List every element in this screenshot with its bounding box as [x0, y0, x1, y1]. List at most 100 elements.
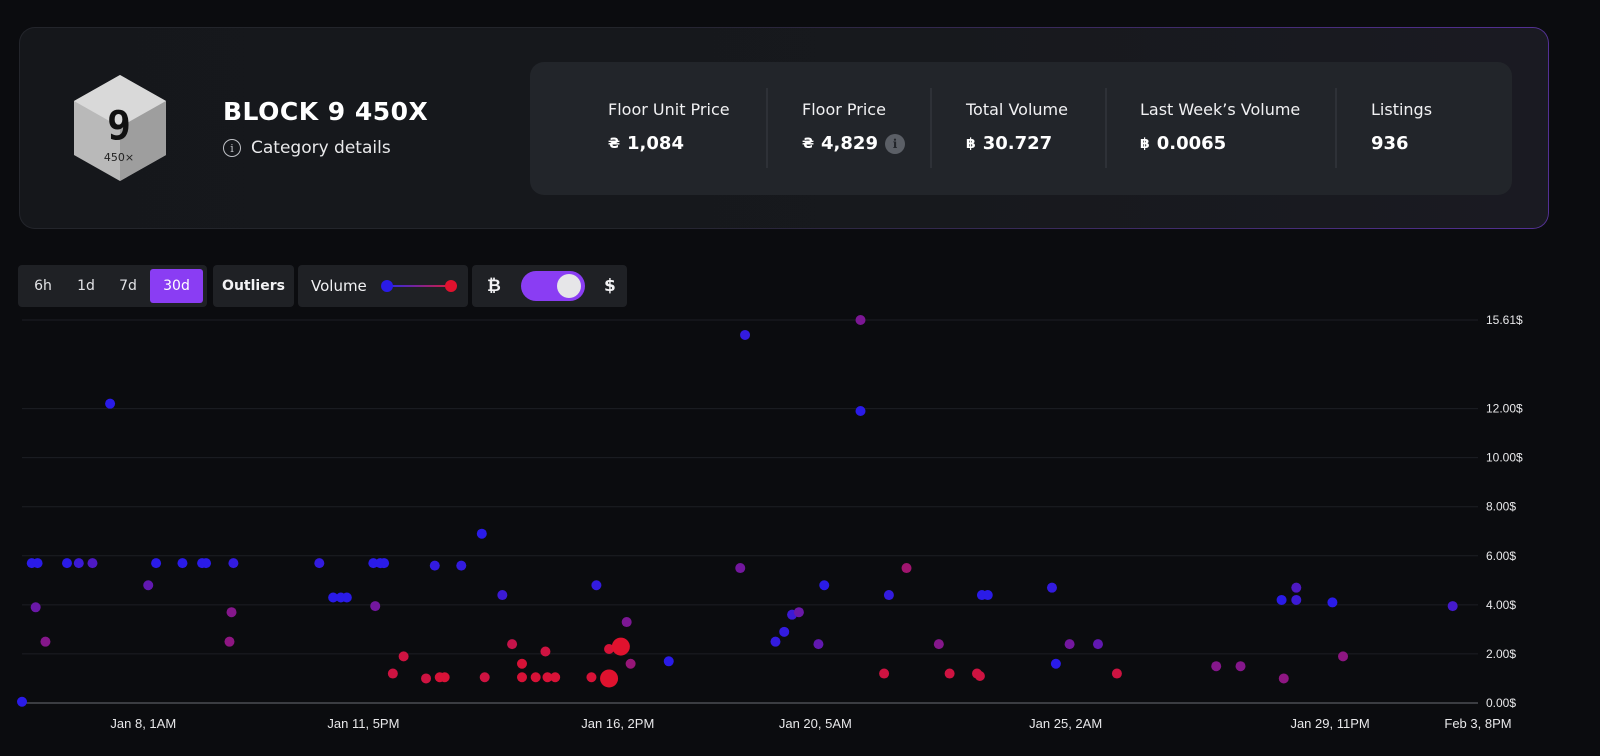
sale-point[interactable]	[740, 329, 751, 340]
time-range-selector: 6h 1d 7d 30d	[18, 265, 207, 307]
sale-point[interactable]	[621, 617, 632, 628]
sale-point[interactable]	[879, 668, 890, 679]
sale-point[interactable]	[398, 651, 409, 662]
y-tick-label: 4.00$	[1486, 598, 1516, 612]
sale-point[interactable]	[982, 590, 993, 601]
sale-point[interactable]	[813, 639, 824, 650]
sale-point[interactable]	[370, 601, 381, 612]
sale-point[interactable]	[604, 644, 615, 655]
sale-point[interactable]	[387, 668, 398, 679]
sale-point[interactable]	[1291, 582, 1302, 593]
sale-point[interactable]	[379, 558, 390, 569]
sale-point[interactable]	[855, 406, 866, 417]
outliers-button[interactable]: Outliers	[213, 265, 294, 307]
sale-point[interactable]	[497, 590, 508, 601]
currency-icon: ₴	[802, 135, 815, 152]
sale-point[interactable]	[429, 560, 440, 571]
sale-point[interactable]	[735, 563, 746, 574]
sale-point[interactable]	[974, 671, 985, 682]
sale-point[interactable]	[611, 637, 630, 656]
sale-point[interactable]	[883, 590, 894, 601]
sale-point[interactable]	[1338, 651, 1349, 662]
sale-point[interactable]	[1050, 658, 1061, 669]
sale-point[interactable]	[439, 672, 450, 683]
logo-sub-text: 450×	[104, 151, 134, 164]
x-tick-label: Jan 25, 2AM	[1029, 716, 1102, 731]
currency-toggle[interactable]	[521, 271, 585, 301]
sale-point[interactable]	[1278, 673, 1289, 684]
sale-point[interactable]	[855, 315, 866, 325]
y-tick-label: 0.00$	[1486, 696, 1516, 710]
sale-point[interactable]	[793, 607, 804, 618]
sale-point[interactable]	[73, 558, 84, 569]
sale-point[interactable]	[1046, 582, 1057, 593]
sales-scatter-chart: 0.00$ 2.00$ 4.00$ 6.00$ 8.00$ 10.00$ 12.00$ 15.…	[0, 300, 1600, 756]
sale-point[interactable]	[314, 558, 325, 569]
sale-point[interactable]	[30, 602, 41, 613]
sale-point[interactable]	[1064, 639, 1075, 650]
sale-point[interactable]	[143, 580, 154, 591]
sale-point[interactable]	[530, 672, 541, 683]
sale-point[interactable]	[368, 558, 379, 569]
sale-point[interactable]	[40, 636, 51, 647]
sale-point[interactable]	[61, 558, 72, 569]
sale-point[interactable]	[550, 672, 561, 683]
sale-point[interactable]	[479, 672, 490, 683]
sale-point[interactable]	[1276, 594, 1287, 605]
sale-point[interactable]	[944, 668, 955, 679]
sale-point[interactable]	[507, 639, 518, 650]
sale-point[interactable]	[591, 580, 602, 591]
range-7d-button[interactable]: 7d	[119, 278, 137, 294]
sale-point[interactable]	[151, 558, 162, 569]
sale-point[interactable]	[516, 672, 527, 683]
volume-min-handle[interactable]	[381, 280, 393, 292]
sale-point[interactable]	[87, 558, 98, 569]
sale-point[interactable]	[779, 626, 790, 637]
sale-point[interactable]	[1235, 661, 1246, 672]
sale-point[interactable]	[542, 672, 553, 683]
sale-point[interactable]	[586, 672, 597, 683]
sale-point[interactable]	[1092, 639, 1103, 650]
volume-range-slider[interactable]	[381, 280, 457, 292]
sale-point[interactable]	[516, 658, 527, 669]
sale-point[interactable]	[933, 639, 944, 650]
stat-label: Floor Unit Price	[608, 100, 730, 119]
sale-point[interactable]	[901, 563, 912, 574]
info-icon[interactable]: i	[884, 133, 905, 154]
range-6h-button[interactable]: 6h	[34, 278, 52, 294]
sale-point[interactable]	[17, 696, 27, 707]
sale-point[interactable]	[1211, 661, 1222, 672]
toggle-knob	[557, 274, 581, 298]
sale-point[interactable]	[476, 528, 487, 539]
sale-point[interactable]	[600, 669, 619, 688]
sale-point[interactable]	[228, 558, 239, 569]
range-1d-button[interactable]: 1d	[77, 278, 95, 294]
sale-point[interactable]	[105, 398, 116, 409]
category-details-link[interactable]: i Category details	[223, 138, 391, 158]
sale-point[interactable]	[1111, 668, 1122, 679]
sale-point[interactable]	[421, 673, 432, 684]
sale-point[interactable]	[1291, 594, 1302, 605]
sale-point[interactable]	[540, 646, 551, 657]
sale-point[interactable]	[663, 656, 674, 667]
sale-point[interactable]	[770, 636, 781, 647]
sale-point[interactable]	[177, 558, 188, 569]
volume-max-handle[interactable]	[445, 280, 457, 292]
sale-point[interactable]	[456, 560, 467, 571]
volume-filter: Volume	[298, 265, 468, 307]
stat-value: 936	[1371, 133, 1409, 154]
sale-point[interactable]	[226, 607, 237, 618]
sale-point[interactable]	[328, 592, 339, 603]
sale-point[interactable]	[224, 636, 235, 647]
sale-point[interactable]	[1447, 601, 1458, 612]
divider	[930, 88, 932, 168]
range-30d-button[interactable]: 30d	[150, 269, 203, 303]
sale-point[interactable]	[32, 558, 43, 569]
sale-point[interactable]	[819, 580, 830, 591]
sale-point[interactable]	[1327, 597, 1338, 608]
sale-point[interactable]	[201, 558, 212, 569]
category-details-label: Category details	[251, 138, 391, 158]
sale-point[interactable]	[341, 592, 352, 603]
currency-icon: ₴	[608, 135, 621, 152]
sale-point[interactable]	[625, 658, 636, 669]
